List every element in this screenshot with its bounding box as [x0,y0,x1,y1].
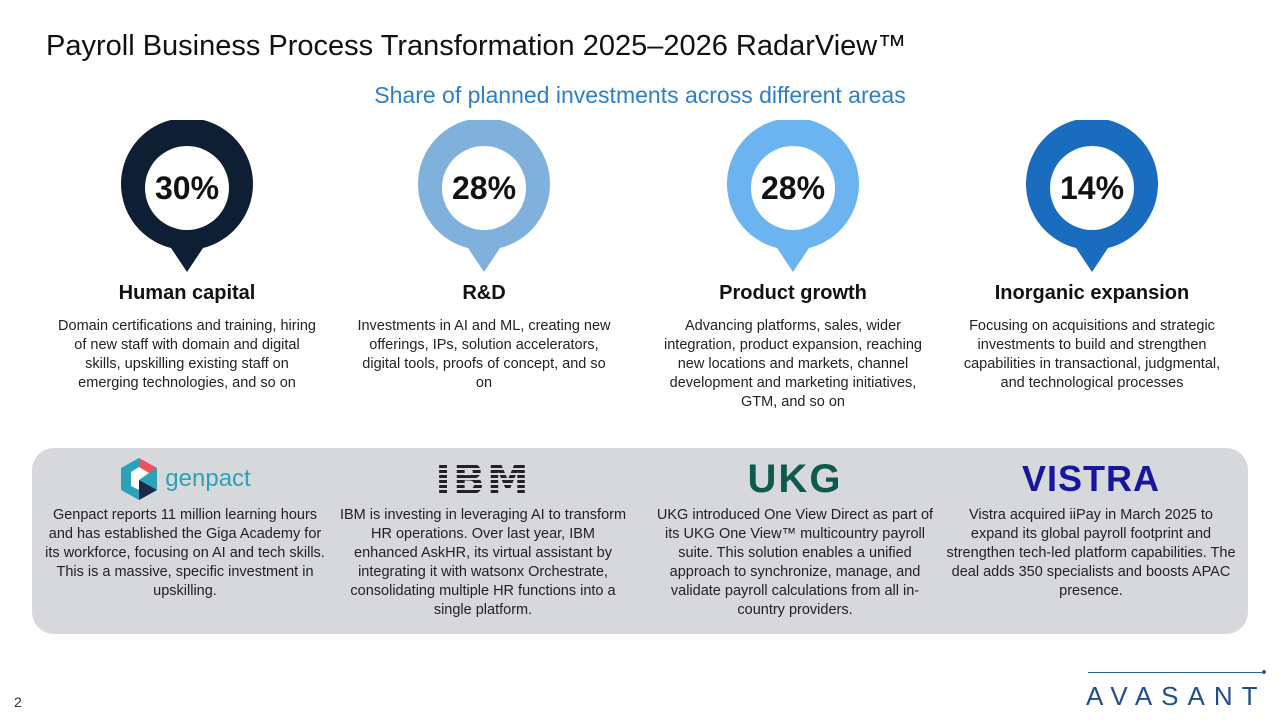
share-percent: 30% [154,170,220,206]
example-card-ibm: IBM IBM is investing in leveraging AI to… [338,452,628,620]
area-heading: R&D [462,282,506,304]
example-card-genpact: genpact Genpact reports 11 million learn… [40,452,330,601]
genpact-logo: genpact [40,452,330,506]
ukg-logo: UKG [747,456,843,501]
location-pin-icon: 30% [119,120,255,280]
example-text: Genpact reports 11 million learning hour… [45,507,325,599]
area-heading: Inorganic expansion [994,282,1190,304]
example-text: Vistra acquired iiPay in March 2025 to e… [946,507,1236,599]
ibm-logo: IBM [435,454,531,504]
example-card-vistra: VISTRA Vistra acquired iiPay in March 20… [946,452,1236,601]
area-heading: Product growth [719,282,867,304]
slide-subtitle: Share of planned investments across diff… [374,82,906,108]
location-pin-icon: 28% [416,120,552,280]
example-text: IBM is investing in leveraging AI to tra… [339,507,627,618]
avasant-logo: AVASANT [1086,670,1268,712]
location-pin-icon: 14% [1024,120,1160,280]
area-heading: Human capital [118,282,256,304]
area-human-capital: 30% Human capital Domain certifications … [57,120,317,393]
area-inorganic-expansion: 14% Inorganic expansion Focusing on acqu… [962,120,1222,393]
vistra-logo: VISTRA [1021,458,1160,499]
page-number: 2 [14,694,22,710]
area-rnd: 28% R&D Investments in AI and ML, creati… [354,120,614,393]
area-description: Investments in AI and ML, creating new o… [357,318,611,391]
example-card-ukg: UKG UKG introduced One View Direct as pa… [650,452,940,620]
example-text: UKG introduced One View Direct as part o… [656,507,934,618]
share-percent: 14% [1059,170,1125,206]
location-pin-icon: 28% [725,120,861,280]
share-percent: 28% [451,170,517,206]
share-percent: 28% [760,170,826,206]
area-description: Domain certifications and training, hiri… [58,318,316,391]
area-product-growth: 28% Product growth Advancing platforms, … [663,120,923,412]
area-description: Advancing platforms, sales, wider integr… [664,318,922,410]
slide-title: Payroll Business Process Transformation … [46,30,907,62]
examples-panel [32,448,1248,634]
area-description: Focusing on acquisitions and strategic i… [963,318,1221,391]
